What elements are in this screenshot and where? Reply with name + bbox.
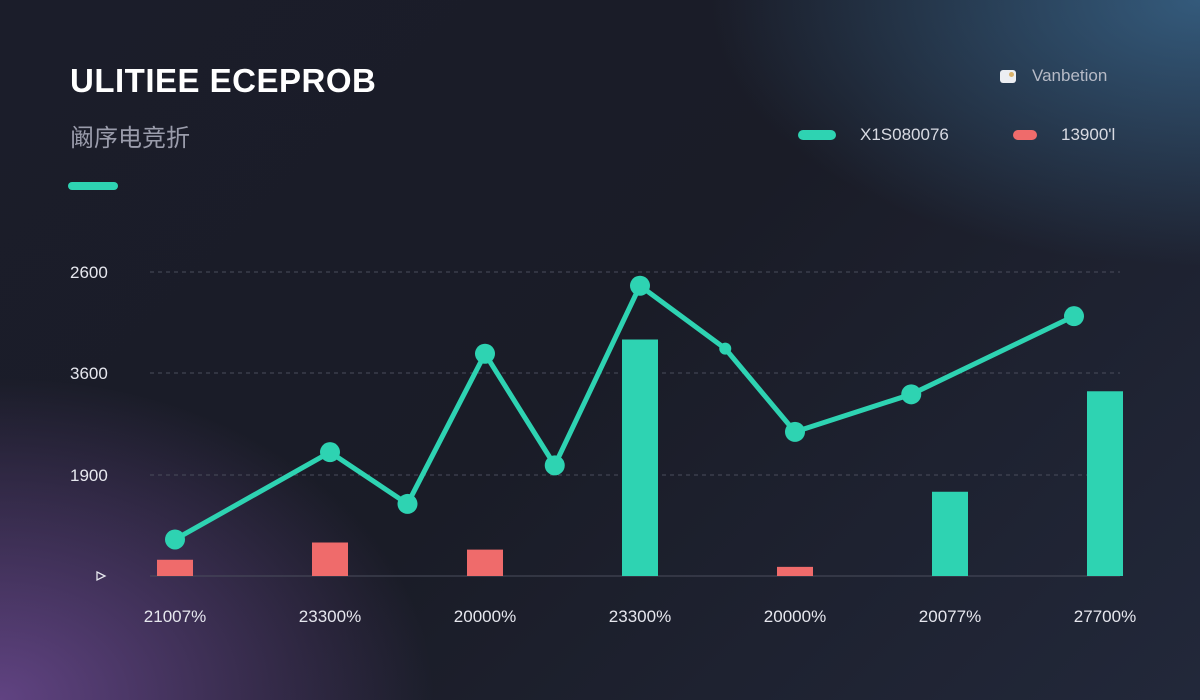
line-point xyxy=(165,529,185,550)
line-point xyxy=(320,442,340,463)
bar xyxy=(622,339,658,576)
line-point xyxy=(630,275,650,296)
x-tick-label: 21007% xyxy=(144,607,206,626)
title-accent-bar xyxy=(68,182,118,190)
bar xyxy=(777,566,813,576)
x-tick-label: 27700% xyxy=(1074,607,1136,626)
y-tick-label: 2600 xyxy=(70,263,108,282)
chart-subtitle: 阚序电竞折 xyxy=(70,125,190,152)
bar xyxy=(1087,391,1123,576)
bar xyxy=(157,559,193,576)
chart-title: ULITIEE ECEPROB xyxy=(70,62,377,99)
legend-item-red: 13900'l xyxy=(1013,125,1115,145)
line-point xyxy=(901,384,922,405)
line-point xyxy=(475,343,495,364)
axis-origin-icon xyxy=(96,570,107,582)
line-point xyxy=(1064,306,1084,327)
line-point xyxy=(544,455,565,476)
x-tick-label: 20000% xyxy=(764,607,826,626)
line-point xyxy=(397,493,418,514)
legend-swatch-red xyxy=(1013,130,1037,140)
image-icon xyxy=(1000,69,1016,83)
line-point xyxy=(719,342,732,355)
bar xyxy=(312,542,348,576)
x-tick-label: 23300% xyxy=(299,607,361,626)
legend-swatch-teal xyxy=(798,130,836,140)
line-series xyxy=(172,283,1077,542)
top-right-label: Vanbetion xyxy=(1000,66,1107,86)
bar xyxy=(467,549,503,576)
x-tick-label: 20077% xyxy=(919,607,981,626)
legend-label-red: 13900'l xyxy=(1061,125,1116,144)
line-point xyxy=(785,421,805,442)
legend-label-teal: X1S080076 xyxy=(860,125,949,144)
y-tick-label: 1900 xyxy=(70,466,108,485)
top-right-label-text: Vanbetion xyxy=(1032,66,1108,85)
legend-item-teal: X1S080076 xyxy=(798,125,949,145)
x-tick-label: 20000% xyxy=(454,607,516,626)
bar xyxy=(932,491,968,576)
x-tick-label: 23300% xyxy=(609,607,671,626)
y-tick-label: 3600 xyxy=(70,364,108,383)
